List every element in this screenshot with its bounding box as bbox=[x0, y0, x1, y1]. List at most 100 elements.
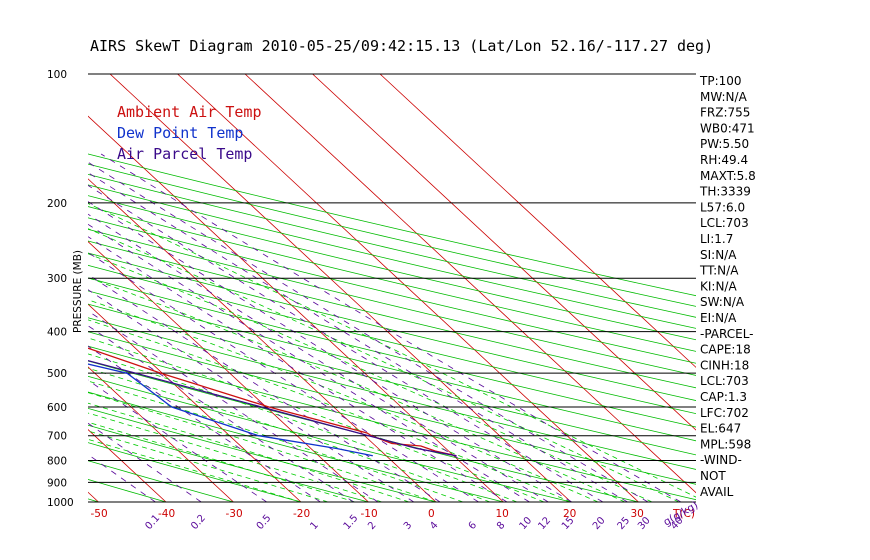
mixing-ratio-tick-label: 10 bbox=[518, 515, 535, 532]
sounding-series bbox=[88, 347, 457, 457]
isobar-lines bbox=[88, 73, 696, 503]
mixing-ratio-line bbox=[88, 236, 508, 502]
bottom-temp-tick-label: 30 bbox=[631, 508, 644, 520]
isotherm-line bbox=[109, 74, 572, 502]
mixing-ratio-line bbox=[88, 223, 530, 502]
bottom-temp-tick-label: -30 bbox=[226, 508, 243, 520]
stat-line: WB0:471 bbox=[700, 121, 755, 135]
dry-adiabat-line bbox=[88, 391, 504, 502]
isotherm-line bbox=[88, 241, 369, 502]
stat-line: CAPE:18 bbox=[700, 343, 751, 357]
mixing-ratio-line bbox=[88, 422, 202, 502]
dry-adiabat-line bbox=[88, 424, 369, 502]
mixing-ratio-line bbox=[88, 252, 479, 502]
mixing-ratio-tick-label: 20 bbox=[591, 515, 608, 532]
dry-adiabat-line bbox=[88, 163, 696, 307]
mixing-ratio-tick-label: 3 bbox=[402, 520, 414, 532]
mixing-ratio-line bbox=[88, 325, 354, 502]
stat-line: EI:N/A bbox=[700, 311, 737, 325]
stat-line: MPL:598 bbox=[700, 437, 751, 451]
pressure-tick-label: 300 bbox=[47, 273, 67, 285]
bottom-temp-unit: T(C) bbox=[672, 508, 695, 520]
mixing-ratio-line bbox=[88, 201, 573, 502]
pressure-tick-label: 800 bbox=[47, 456, 67, 468]
background-grid bbox=[0, 74, 696, 502]
mixing-ratio-line bbox=[88, 379, 267, 502]
dry-adiabat-line bbox=[88, 317, 696, 470]
bottom-temp-tick-label: 20 bbox=[563, 508, 576, 520]
stat-line: CINH:18 bbox=[700, 358, 749, 372]
stat-line: NOT bbox=[700, 469, 726, 483]
stat-line: MAXT:5.8 bbox=[700, 169, 756, 183]
legend-air-parcel-temp: Air Parcel Temp bbox=[117, 145, 252, 163]
mixing-ratio-tick-label: 12 bbox=[536, 515, 553, 532]
pressure-tick-label: 400 bbox=[47, 327, 67, 339]
mixing-ratio-line bbox=[88, 310, 379, 502]
dry-adiabat-line bbox=[88, 240, 696, 389]
y-axis-label: PRESSURE (MB) bbox=[72, 250, 84, 333]
dew-point-temp-line bbox=[88, 363, 373, 457]
stat-line: PW:5.50 bbox=[700, 137, 749, 151]
stat-line: MW:N/A bbox=[700, 90, 748, 104]
dry-adiabat-line bbox=[88, 277, 696, 428]
moist-adiabat-line bbox=[88, 412, 383, 502]
moist-adiabat-line bbox=[88, 228, 680, 502]
stat-line: LI:1.7 bbox=[700, 232, 733, 246]
dry-adiabat-line bbox=[88, 375, 572, 502]
dry-adiabat-line bbox=[88, 345, 696, 501]
dry-adiabat-line bbox=[88, 206, 696, 352]
stat-line: FRZ:755 bbox=[700, 106, 750, 120]
moist-adiabat-line bbox=[88, 203, 696, 498]
isotherm-line bbox=[88, 366, 234, 502]
stat-line: LCL:703 bbox=[700, 374, 749, 388]
pressure-tick-label: 600 bbox=[47, 402, 67, 414]
isotherm-line bbox=[312, 74, 696, 431]
stat-line: SI:N/A bbox=[700, 248, 737, 262]
legend-ambient-air-temp: Ambient Air Temp bbox=[117, 103, 262, 121]
dry-adiabat-line bbox=[0, 74, 31, 502]
stat-line: TH:3339 bbox=[699, 185, 751, 199]
mixing-ratio-line bbox=[88, 184, 604, 502]
ambient-air-temp-line bbox=[88, 347, 457, 457]
bottom-temp-tick-label: 0 bbox=[428, 508, 435, 520]
stat-line: LCL:703 bbox=[700, 216, 749, 230]
isotherm-line bbox=[244, 74, 696, 494]
dry-adiabat-line bbox=[88, 290, 696, 442]
isotherm-line bbox=[88, 303, 302, 502]
dry-adiabat-line bbox=[88, 153, 696, 297]
mixing-ratio-line bbox=[88, 161, 649, 502]
stat-line: RH:49.4 bbox=[700, 153, 748, 167]
isotherm-line bbox=[88, 429, 167, 502]
stat-line: TT:N/A bbox=[699, 264, 739, 278]
chart-title: AIRS SkewT Diagram 2010-05-25/09:42:15.1… bbox=[90, 37, 713, 55]
bottom-temp-tick-label: -40 bbox=[158, 508, 175, 520]
mixing-ratio-tick-label: 4 bbox=[428, 520, 440, 532]
mixing-ratio-tick-label: 0.5 bbox=[255, 513, 274, 532]
moist-adiabat-line bbox=[88, 277, 626, 502]
dry-adiabat-line bbox=[88, 195, 696, 341]
pressure-tick-label: 200 bbox=[47, 198, 67, 210]
isotherm-line bbox=[177, 74, 639, 502]
dry-adiabat-line bbox=[88, 228, 696, 376]
bottom-temp-tick-label: 10 bbox=[496, 508, 509, 520]
stat-line: -WIND- bbox=[700, 453, 742, 467]
dry-adiabat-line bbox=[88, 184, 696, 329]
mixing-ratio-line bbox=[88, 213, 549, 502]
stat-line: KI:N/A bbox=[700, 279, 737, 293]
dry-adiabat-line bbox=[88, 407, 437, 502]
dry-adiabat-line bbox=[88, 303, 696, 456]
bottom-temp-tick-label: -20 bbox=[293, 508, 310, 520]
stat-line: L57:6.0 bbox=[700, 200, 745, 214]
mixing-ratio-tick-label: 6 bbox=[467, 520, 479, 532]
pressure-tick-label: 500 bbox=[47, 368, 67, 380]
isotherm-line bbox=[0, 74, 31, 502]
stat-line: CAP:1.3 bbox=[700, 390, 747, 404]
mixing-ratio-tick-label: 8 bbox=[495, 520, 507, 532]
legend: Ambient Air Temp Dew Point Temp Air Parc… bbox=[117, 103, 262, 163]
moist-adiabat-line bbox=[88, 253, 653, 502]
stat-line: -PARCEL- bbox=[700, 327, 754, 341]
mixing-ratio-tick-label: 2 bbox=[366, 520, 378, 532]
mixing-ratio-tick-label: 1.5 bbox=[342, 513, 361, 532]
stat-line: SW:N/A bbox=[700, 295, 745, 309]
